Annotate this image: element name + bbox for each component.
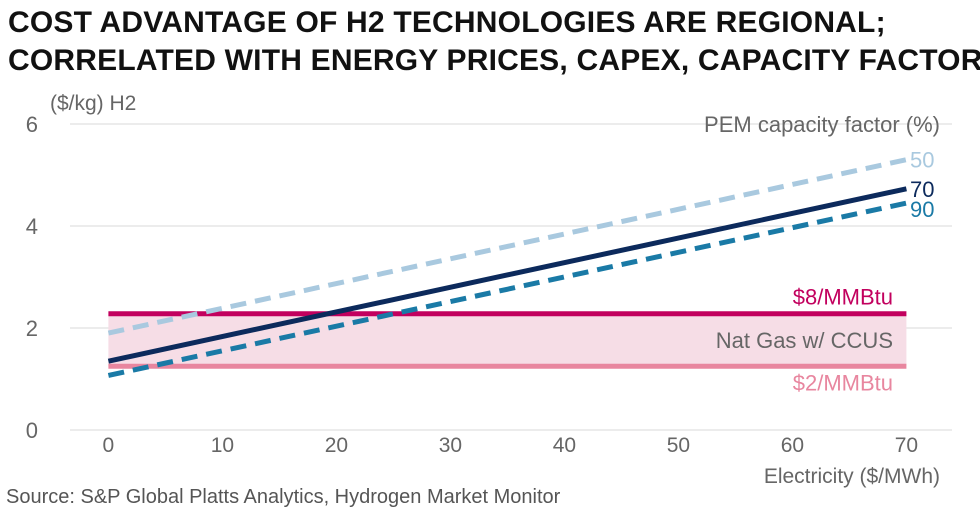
band-label: Nat Gas w/ CCUS: [716, 328, 893, 353]
series-lines: [107, 157, 907, 378]
series-label: 50: [910, 148, 934, 173]
x-tick-label: 30: [439, 434, 462, 457]
nat-gas-band: [108, 313, 907, 367]
x-tick-label: 20: [325, 434, 348, 457]
title-line-2: CORRELATED WITH ENERGY PRICES, CAPEX, CA…: [8, 44, 980, 77]
series-line-50: [107, 157, 907, 336]
x-tick-label: 60: [781, 434, 804, 457]
x-tick-label: 10: [211, 434, 234, 457]
x-tick-label: 70: [895, 434, 918, 457]
x-tick-label: 40: [553, 434, 576, 457]
series-label: 90: [910, 197, 934, 222]
x-axis-label: Electricity ($/MWh): [764, 465, 940, 488]
y-tick-label: 4: [26, 214, 38, 239]
legend-title: PEM capacity factor (%): [704, 112, 940, 137]
y-tick-label: 2: [26, 316, 38, 341]
series-line-70: [107, 186, 907, 364]
x-tick-label: 50: [667, 434, 690, 457]
chart-labels: ($/kg) H2 Electricity ($/MWh) PEM capaci…: [50, 92, 940, 488]
x-tick-label: 0: [103, 434, 115, 457]
source-note: Source: S&P Global Platts Analytics, Hyd…: [6, 486, 561, 508]
y-tick-label: 6: [26, 112, 38, 137]
y-tick-label: 0: [26, 418, 38, 443]
title-line-1: COST ADVANTAGE OF H2 TECHNOLOGIES ARE RE…: [8, 6, 886, 39]
y-axis-label: ($/kg) H2: [50, 92, 136, 115]
series-line-90: [107, 200, 907, 378]
series-label: 70: [910, 177, 934, 202]
chart-title: COST ADVANTAGE OF H2 TECHNOLOGIES ARE RE…: [8, 4, 980, 80]
series-label: $2/MMBtu: [793, 370, 893, 395]
series-label: $8/MMBtu: [793, 285, 893, 310]
